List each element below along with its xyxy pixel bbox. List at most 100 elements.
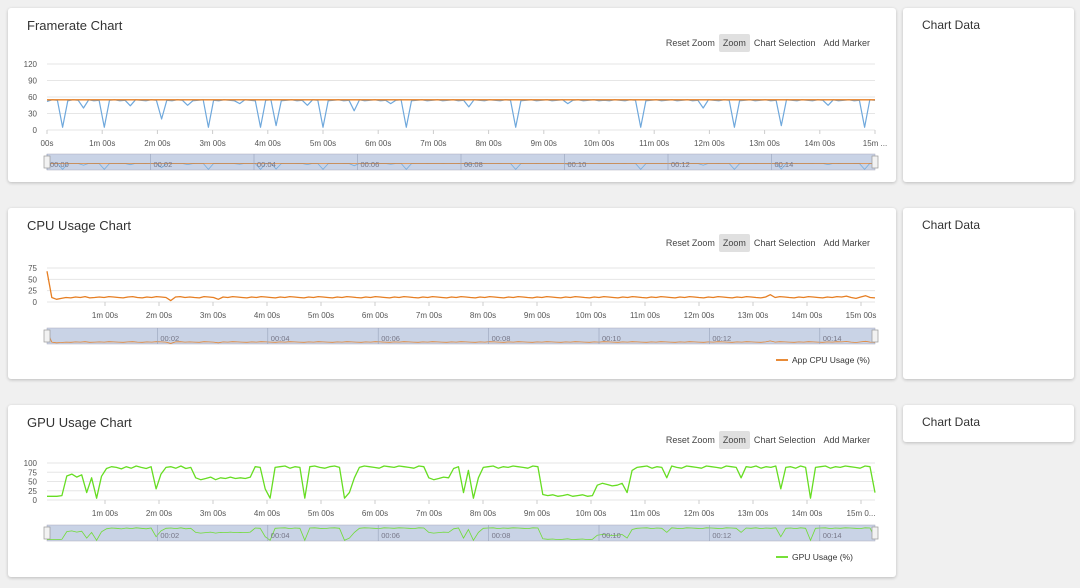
y-tick-label: 60 bbox=[28, 93, 37, 102]
framerate-chart-data-panel: Chart Data bbox=[903, 8, 1074, 182]
x-tick-label: 1m 00s bbox=[92, 311, 118, 320]
x-tick-label: 11m 00s bbox=[639, 139, 669, 148]
x-tick-label: 6m 00s bbox=[365, 139, 391, 148]
navigator-right-handle[interactable] bbox=[871, 155, 879, 169]
x-tick-label: 12m 00s bbox=[684, 311, 715, 320]
x-tick-label: 11m 00s bbox=[630, 311, 660, 320]
x-tick-label: 14m 00s bbox=[792, 509, 823, 518]
reset-zoom-button[interactable]: Reset Zoom bbox=[665, 435, 715, 445]
zoom-button[interactable]: Zoom bbox=[718, 234, 750, 252]
reset-zoom-button[interactable]: Reset Zoom bbox=[665, 38, 715, 48]
x-tick-label: 13m 00s bbox=[749, 139, 780, 148]
chart-data-title: Chart Data bbox=[922, 415, 981, 429]
x-tick-label: 5m 00s bbox=[308, 311, 334, 320]
x-tick-label: 6m 00s bbox=[362, 509, 388, 518]
chart-toolbar: Reset Zoom Zoom Chart Selection Add Mark… bbox=[662, 234, 874, 252]
navigator-right-handle[interactable] bbox=[871, 526, 879, 540]
zoom-button[interactable]: Zoom bbox=[718, 34, 750, 52]
x-tick-label: 10m 00s bbox=[576, 509, 607, 518]
x-tick-label: 1m 00s bbox=[92, 509, 118, 518]
y-tick-label: 50 bbox=[28, 478, 37, 487]
navigator-tick-label: 00:02 bbox=[160, 334, 179, 343]
x-tick-label: 10m 00s bbox=[576, 311, 607, 320]
zoom-button[interactable]: Zoom bbox=[718, 431, 750, 449]
y-tick-label: 0 bbox=[33, 298, 38, 307]
x-tick-label: 11m 00s bbox=[630, 509, 660, 518]
navigator-tick-label: 00:10 bbox=[602, 334, 621, 343]
x-tick-label: 1m 00s bbox=[89, 139, 115, 148]
navigator-left-handle[interactable] bbox=[43, 329, 51, 343]
y-tick-label: 90 bbox=[28, 77, 37, 86]
x-tick-label: 7m 00s bbox=[416, 509, 442, 518]
navigator-right-handle[interactable] bbox=[871, 329, 879, 343]
y-tick-label: 0 bbox=[33, 126, 38, 135]
navigator-tick-label: 00:08 bbox=[492, 334, 511, 343]
navigator-tick-label: 00:04 bbox=[271, 334, 290, 343]
cpu-chart-card: CPU Usage Chart Reset Zoom Zoom Chart Se… bbox=[8, 208, 896, 379]
y-tick-label: 50 bbox=[28, 275, 37, 284]
add-marker-button[interactable]: Add Marker bbox=[823, 38, 870, 48]
navigator-left-handle[interactable] bbox=[43, 155, 51, 169]
gpu-chart-data-panel: Chart Data bbox=[903, 405, 1074, 442]
x-tick-label: 12m 00s bbox=[694, 139, 725, 148]
x-tick-label: 10m 00s bbox=[584, 139, 615, 148]
add-marker-button[interactable]: Add Marker bbox=[823, 435, 870, 445]
navigator-tick-label: 00:08 bbox=[492, 531, 511, 540]
add-marker-button[interactable]: Add Marker bbox=[823, 238, 870, 248]
x-tick-label: 14m 00s bbox=[804, 139, 835, 148]
navigator-left-handle[interactable] bbox=[43, 526, 51, 540]
x-tick-label: 3m 00s bbox=[199, 139, 225, 148]
x-tick-label: 5m 00s bbox=[308, 509, 334, 518]
x-tick-label: 00s bbox=[41, 139, 54, 148]
navigator-tick-label: 00:12 bbox=[712, 334, 731, 343]
x-tick-label: 5m 00s bbox=[310, 139, 336, 148]
y-tick-label: 30 bbox=[28, 110, 37, 119]
chart-selection-button[interactable]: Chart Selection bbox=[753, 435, 816, 445]
x-tick-label: 15m ... bbox=[863, 139, 887, 148]
x-tick-label: 4m 00s bbox=[254, 311, 280, 320]
navigator-series-line bbox=[47, 527, 876, 542]
x-tick-label: 14m 00s bbox=[792, 311, 823, 320]
x-tick-label: 15m 0... bbox=[847, 509, 876, 518]
legend-label[interactable]: GPU Usage (%) bbox=[792, 552, 853, 562]
reset-zoom-button[interactable]: Reset Zoom bbox=[665, 238, 715, 248]
navigator-tick-label: 00:10 bbox=[602, 531, 621, 540]
cpu-usage-chart[interactable]: 75 50 25 0 1m 00s 2m 00s 3m 00s 4m 00s 5m 00s 6m … bbox=[8, 208, 896, 379]
x-tick-label: 2m 00s bbox=[146, 509, 172, 518]
navigator-tick-label: 00:06 bbox=[381, 334, 400, 343]
x-tick-label: 3m 00s bbox=[200, 509, 226, 518]
x-tick-label: 9m 00s bbox=[524, 311, 550, 320]
navigator-series-line bbox=[46, 330, 876, 344]
chart-toolbar: Reset Zoom Zoom Chart Selection Add Mark… bbox=[662, 34, 874, 52]
chart-selection-button[interactable]: Chart Selection bbox=[753, 38, 816, 48]
x-tick-label: 9m 00s bbox=[524, 509, 550, 518]
navigator-tick-label: 00:02 bbox=[154, 160, 173, 169]
framerate-chart-card: Framerate Chart Reset Zoom Zoom Chart Se… bbox=[8, 8, 896, 182]
navigator-tick-label: 00:06 bbox=[361, 160, 380, 169]
navigator-tick-label: 00:02 bbox=[160, 531, 179, 540]
navigator-tick-label: 00:14 bbox=[823, 531, 842, 540]
chart-selection-button[interactable]: Chart Selection bbox=[753, 238, 816, 248]
x-tick-label: 13m 00s bbox=[738, 509, 769, 518]
cpu-chart-data-panel: Chart Data bbox=[903, 208, 1074, 379]
x-tick-label: 4m 00s bbox=[255, 139, 281, 148]
chart-title: Framerate Chart bbox=[27, 18, 123, 33]
navigator-tick-label: 00:06 bbox=[381, 531, 400, 540]
legend-label[interactable]: App CPU Usage (%) bbox=[792, 355, 870, 365]
x-tick-label: 13m 00s bbox=[738, 311, 769, 320]
x-tick-label: 8m 00s bbox=[470, 509, 496, 518]
navigator-tick-label: 00:08 bbox=[464, 160, 483, 169]
y-tick-label: 100 bbox=[24, 459, 38, 468]
chart-data-title: Chart Data bbox=[922, 218, 981, 232]
chart-title: CPU Usage Chart bbox=[27, 218, 132, 233]
y-tick-label: 0 bbox=[33, 496, 38, 505]
x-tick-label: 15m 00s bbox=[846, 311, 877, 320]
navigator-tick-label: 00:14 bbox=[823, 334, 842, 343]
x-tick-label: 6m 00s bbox=[362, 311, 388, 320]
x-tick-label: 7m 00s bbox=[416, 311, 442, 320]
chart-toolbar: Reset Zoom Zoom Chart Selection Add Mark… bbox=[662, 431, 874, 449]
series-line bbox=[46, 99, 876, 128]
navigator-tick-label: 00:00 bbox=[50, 160, 69, 169]
